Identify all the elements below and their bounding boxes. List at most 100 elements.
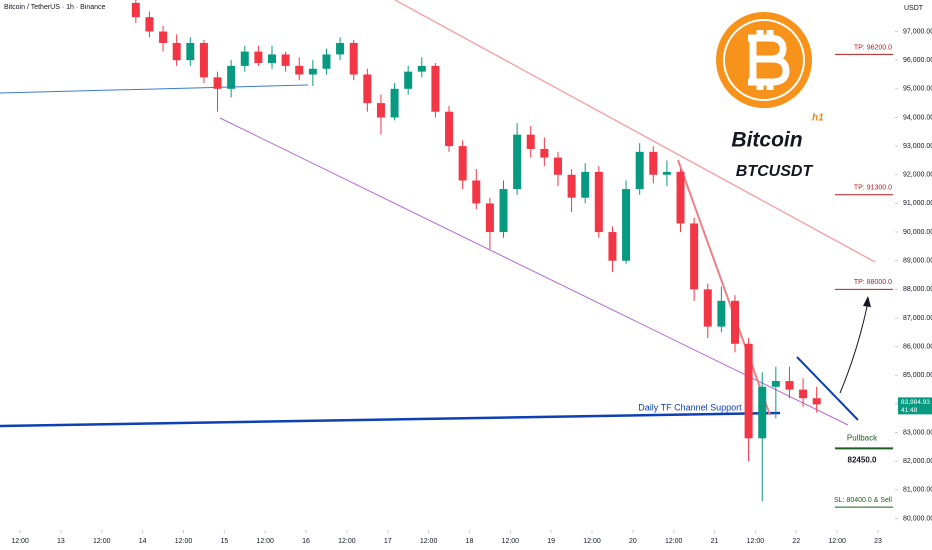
title: Bitcoin	[731, 129, 802, 152]
x-tick-label: 12:00	[420, 538, 438, 545]
y-tick-label: 91,000.00	[903, 200, 932, 207]
x-tick-label: 12:00	[338, 538, 356, 545]
x-tick-label: 16	[302, 538, 310, 545]
candle-body	[431, 65, 440, 112]
candle-body	[608, 232, 617, 261]
y-tick-label: 81,000.00	[903, 487, 932, 494]
y-tick-label: 82,000.00	[903, 458, 932, 465]
candle-body	[199, 42, 208, 78]
candle-body	[227, 65, 236, 89]
x-tick-label: 12:00	[256, 538, 274, 545]
arrow	[839, 301, 869, 394]
wedge-line	[796, 356, 859, 421]
candle-body	[458, 146, 467, 181]
y-tick-label: 96,000.00	[903, 57, 932, 64]
candle-body	[390, 88, 399, 118]
level-label: 82450.0	[848, 455, 877, 464]
x-tick-label: 14	[139, 538, 147, 545]
y-tick-label: 92,000.00	[903, 172, 932, 179]
candle-body	[690, 223, 699, 290]
candle-body	[513, 134, 522, 190]
candle-body	[172, 42, 181, 61]
candle-body	[622, 189, 631, 261]
logo-ring	[723, 19, 805, 101]
x-tick-label: 23	[874, 538, 882, 545]
candle-body	[213, 77, 222, 89]
candle-body	[799, 389, 808, 399]
x-tick-label: 12:00	[747, 538, 765, 545]
x-tick-label: 12:00	[665, 538, 683, 545]
support-line	[0, 84, 309, 94]
y-tick-label: 97,000.00	[903, 28, 932, 35]
candle-body	[649, 151, 658, 175]
candle-body	[131, 2, 140, 18]
price-tag	[898, 397, 932, 415]
y-tick-label: 85,000.00	[903, 372, 932, 379]
level-label: TP: 91300.0	[854, 185, 892, 192]
channel-bottom	[219, 117, 849, 426]
y-tick-label: 87,000.00	[903, 315, 932, 322]
candle-body	[254, 51, 263, 64]
logo-glyph	[748, 30, 790, 90]
candle-body	[268, 54, 277, 64]
candle-body	[159, 31, 168, 43]
candle-body	[703, 289, 712, 327]
arrow-head	[863, 296, 871, 307]
candle-body	[676, 171, 685, 224]
annotation: Daily TF Channel Support	[638, 402, 742, 412]
y-tick-label: 94,000.00	[903, 114, 932, 121]
y-tick-label: 89,000.00	[903, 258, 932, 265]
level-label: TP: 96200.0	[854, 44, 892, 51]
level-label: SL: 80400.0 & Sell	[834, 497, 892, 504]
candle-body	[349, 42, 358, 75]
candle-body	[417, 65, 426, 72]
x-tick-label: 12:00	[583, 538, 601, 545]
y-tick-label: 83,000.00	[903, 429, 932, 436]
price-tag-label: 83,984.93	[901, 399, 930, 406]
candle-body	[785, 381, 794, 390]
x-tick-label: 12:00	[828, 538, 846, 545]
x-tick-label: 15	[220, 538, 228, 545]
y-tick-label: 95,000.00	[903, 86, 932, 93]
candle-body	[594, 171, 603, 233]
candle-body	[485, 203, 494, 233]
trend-line	[677, 159, 771, 416]
y-tick-label: 80,000.00	[903, 515, 932, 522]
candle-body	[717, 300, 726, 327]
level-label: TP: 88000.0	[854, 279, 892, 286]
candle-body	[567, 174, 576, 198]
x-tick-label: 12:00	[502, 538, 520, 545]
candle-body	[553, 157, 562, 175]
candle-body	[581, 171, 590, 198]
candle-body	[812, 398, 821, 405]
candle-body	[499, 189, 508, 233]
x-tick-label: 20	[629, 538, 637, 545]
candle-body	[295, 65, 304, 75]
x-tick-label: 17	[384, 538, 392, 545]
x-tick-label: 13	[57, 538, 65, 545]
candle-body	[635, 151, 644, 190]
y-tick-label: 86,000.00	[903, 343, 932, 350]
candle-body	[145, 17, 154, 32]
x-tick-label: 22	[792, 538, 800, 545]
candle-body	[376, 103, 385, 118]
x-tick-label: 12:00	[11, 538, 29, 545]
x-tick-label: 19	[547, 538, 555, 545]
x-tick-label: 12:00	[93, 538, 111, 545]
x-tick-label: 12:00	[175, 538, 193, 545]
currency: USDT	[904, 5, 924, 12]
candle-body	[771, 381, 780, 387]
candle-body	[472, 180, 481, 204]
x-tick-label: 21	[711, 538, 719, 545]
candle-body	[404, 71, 413, 89]
countdown: 41:48	[901, 407, 918, 414]
level-name: Pullback	[847, 433, 878, 442]
candle-body	[662, 171, 671, 175]
candle-body	[308, 68, 317, 75]
candle-body	[322, 54, 331, 69]
candle-body	[744, 343, 753, 439]
candle-body	[526, 134, 535, 149]
timeframe: h1	[812, 113, 824, 124]
x-tick-label: 18	[466, 538, 474, 545]
